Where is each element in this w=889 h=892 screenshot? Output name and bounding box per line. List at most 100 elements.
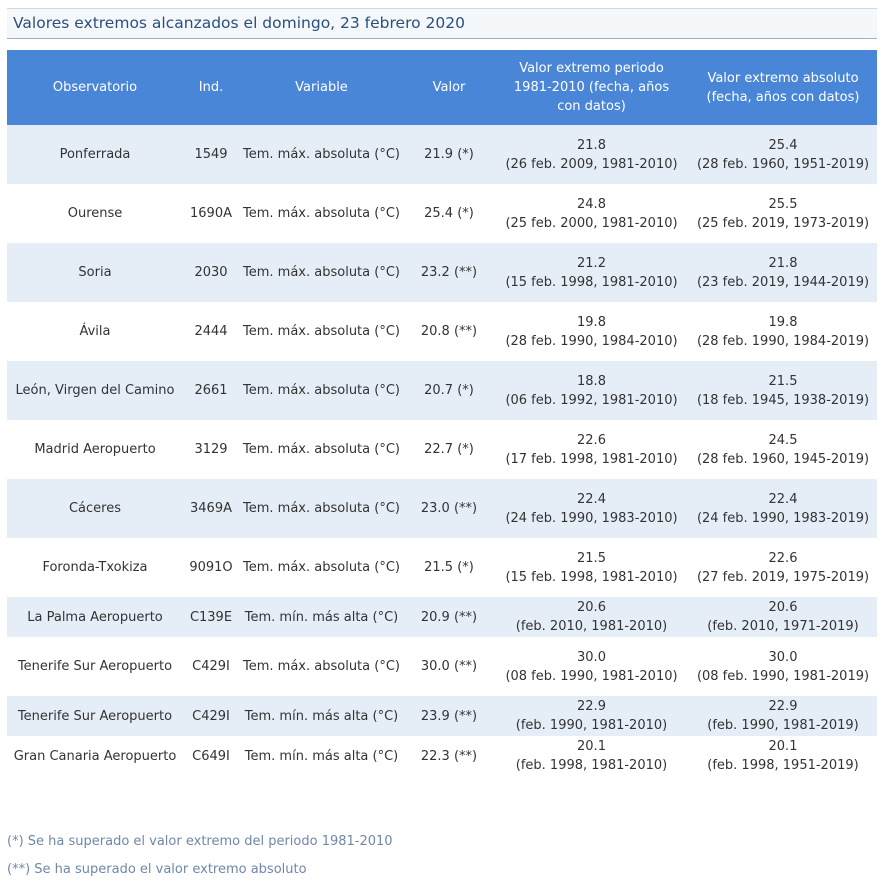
cell-observatorio: Tenerife Sur Aeropuerto	[7, 696, 183, 736]
cell-ind: 1549	[183, 125, 239, 184]
cell-variable-variable: Tem. mín. más alta (°C)	[244, 708, 399, 724]
cell-valor-valor: 20.8 (**)	[420, 324, 478, 339]
cell-observatorio: Soria	[7, 243, 183, 302]
cell-valor-valor: 22.3 (**)	[420, 748, 478, 764]
header-extremo-periodo: Valor extremo periodo 1981-2010 (fecha, …	[494, 50, 689, 125]
cell-observatorio-observatorio: La Palma Aeropuerto	[27, 609, 163, 625]
cell-observatorio-observatorio: Tenerife Sur Aeropuerto	[17, 659, 173, 674]
cell-extremo-absoluto-absoluto-fecha: (feb. 2010, 1971-2019)	[707, 619, 859, 634]
cell-extremo-absoluto-absoluto-valor: 21.5	[768, 373, 798, 389]
cell-variable: Tem. máx. absoluta (°C)	[239, 184, 404, 243]
cell-valor: 25.4 (*)	[404, 184, 494, 243]
footnotes: (*) Se ha superado el valor extremo del …	[7, 832, 877, 888]
cell-ind-ind: 1549	[194, 147, 228, 162]
cell-extremo-absoluto-absoluto-valor: 22.9	[768, 699, 798, 714]
cell-extremo-absoluto-absoluto-valor: 20.6	[768, 600, 798, 615]
cell-extremo-absoluto: 25.5 (25 feb. 2019, 1973-2019)	[689, 184, 877, 243]
cell-ind-ind: 2030	[194, 265, 228, 280]
cell-variable-variable: Tem. máx. absoluta (°C)	[243, 206, 400, 221]
cell-extremo-periodo-periodo-fecha: (25 feb. 2000, 1981-2010)	[505, 215, 678, 231]
table-row: Soria 2030 Tem. máx. absoluta (°C) 23.2 (**…	[7, 243, 877, 302]
cell-valor: 22.7 (*)	[404, 420, 494, 479]
cell-extremo-absoluto-absoluto-valor: 24.5	[768, 432, 798, 448]
cell-valor: 23.2 (**)	[404, 243, 494, 302]
cell-valor: 23.0 (**)	[404, 479, 494, 538]
cell-valor-valor: 21.5 (*)	[424, 560, 474, 575]
cell-extremo-absoluto-absoluto-fecha: (25 feb. 2019, 1973-2019)	[696, 215, 870, 231]
cell-variable-variable: Tem. máx. absoluta (°C)	[243, 442, 400, 457]
cell-extremo-periodo-periodo-fecha: (26 feb. 2009, 1981-2010)	[505, 156, 678, 172]
cell-extremo-periodo: 21.5 (15 feb. 1998, 1981-2010)	[494, 538, 689, 597]
table-row: Tenerife Sur Aeropuerto C429I Tem. mín. má…	[7, 696, 877, 736]
cell-variable-variable: Tem. mín. más alta (°C)	[244, 748, 399, 764]
cell-variable: Tem. mín. más alta (°C)	[239, 736, 404, 776]
cell-extremo-absoluto-absoluto-fecha: (24 feb. 1990, 1983-2019)	[696, 510, 870, 526]
table-row: Gran Canaria Aeropuerto C649I Tem. mín. má…	[7, 736, 877, 776]
cell-ind-ind: 2444	[194, 324, 228, 339]
cell-extremo-periodo-periodo-fecha: (feb. 1990, 1981-2010)	[515, 718, 668, 733]
cell-ind-ind: 2661	[194, 383, 228, 398]
cell-extremo-absoluto: 22.6 (27 feb. 2019, 1975-2019)	[689, 538, 877, 597]
title-bar: Valores extremos alcanzados el domingo, …	[7, 8, 877, 39]
cell-extremo-periodo: 18.8 (06 feb. 1992, 1981-2010)	[494, 361, 689, 420]
cell-valor-valor: 23.9 (**)	[420, 708, 478, 724]
cell-variable-variable: Tem. máx. absoluta (°C)	[243, 659, 400, 674]
cell-extremo-absoluto-absoluto-valor: 30.0	[768, 649, 798, 665]
cell-extremo-absoluto-absoluto-valor: 21.8	[768, 255, 798, 271]
cell-extremo-absoluto-absoluto-fecha: (08 feb. 1990, 1981-2019)	[696, 668, 870, 684]
cell-extremo-absoluto: 21.5 (18 feb. 1945, 1938-2019)	[689, 361, 877, 420]
cell-valor-valor: 21.9 (*)	[424, 147, 474, 162]
cell-observatorio-observatorio: Foronda-Txokiza	[42, 560, 148, 575]
cell-variable: Tem. máx. absoluta (°C)	[239, 361, 404, 420]
cell-variable-variable: Tem. máx. absoluta (°C)	[243, 147, 400, 162]
table-row: Madrid Aeropuerto 3129 Tem. máx. absoluta …	[7, 420, 877, 479]
cell-valor-valor: 23.0 (**)	[420, 501, 478, 516]
cell-valor: 20.9 (**)	[404, 597, 494, 637]
cell-extremo-absoluto-absoluto-fecha: (27 feb. 2019, 1975-2019)	[696, 569, 870, 585]
cell-ind-ind: 1690A	[190, 206, 232, 221]
cell-variable: Tem. máx. absoluta (°C)	[239, 302, 404, 361]
cell-observatorio-observatorio: Tenerife Sur Aeropuerto	[17, 708, 173, 724]
cell-ind: 3469A	[183, 479, 239, 538]
cell-extremo-absoluto: 22.9 (feb. 1990, 1981-2019)	[689, 696, 877, 736]
cell-extremo-periodo: 22.6 (17 feb. 1998, 1981-2010)	[494, 420, 689, 479]
cell-extremo-periodo-periodo-valor: 21.8	[577, 137, 606, 153]
cell-extremo-periodo-periodo-valor: 19.8	[577, 314, 606, 330]
header-extremo-absoluto: Valor extremo absoluto (fecha, años con …	[689, 50, 877, 125]
cell-extremo-absoluto-absoluto-fecha: (28 feb. 1960, 1945-2019)	[696, 451, 870, 467]
cell-ind: 1690A	[183, 184, 239, 243]
cell-extremo-periodo-periodo-valor: 18.8	[577, 373, 606, 389]
cell-valor-valor: 25.4 (*)	[424, 206, 474, 221]
cell-extremo-absoluto-absoluto-fecha: (28 feb. 1960, 1951-2019)	[696, 156, 870, 172]
cell-extremo-absoluto: 19.8 (28 feb. 1990, 1984-2019)	[689, 302, 877, 361]
cell-extremo-periodo: 22.9 (feb. 1990, 1981-2010)	[494, 696, 689, 736]
cell-valor: 21.5 (*)	[404, 538, 494, 597]
cell-extremo-periodo-periodo-fecha: (15 feb. 1998, 1981-2010)	[505, 569, 678, 585]
cell-extremo-absoluto-absoluto-fecha: (23 feb. 2019, 1944-2019)	[696, 274, 870, 290]
header-ind: Ind.	[183, 50, 239, 125]
cell-observatorio: La Palma Aeropuerto	[7, 597, 183, 637]
cell-extremo-absoluto-absoluto-valor: 22.6	[768, 550, 798, 566]
cell-extremo-absoluto: 20.1 (feb. 1998, 1951-2019)	[689, 736, 877, 776]
cell-observatorio-observatorio: León, Virgen del Camino	[15, 383, 175, 398]
cell-ind: 2661	[183, 361, 239, 420]
cell-valor-valor: 20.9 (**)	[420, 609, 478, 625]
cell-ind: C139E	[183, 597, 239, 637]
cell-extremo-periodo-periodo-valor: 21.2	[577, 255, 606, 271]
cell-ind: 2444	[183, 302, 239, 361]
cell-ind-ind: C429I	[192, 708, 230, 724]
cell-variable-variable: Tem. máx. absoluta (°C)	[243, 324, 400, 339]
cell-ind: 3129	[183, 420, 239, 479]
cell-extremo-periodo-periodo-fecha: (24 feb. 1990, 1983-2010)	[505, 510, 678, 526]
cell-observatorio-observatorio: Gran Canaria Aeropuerto	[13, 748, 177, 764]
cell-extremo-absoluto-absoluto-valor: 22.4	[768, 491, 798, 507]
cell-extremo-absoluto: 22.4 (24 feb. 1990, 1983-2019)	[689, 479, 877, 538]
cell-extremo-periodo-periodo-fecha: (08 feb. 1990, 1981-2010)	[505, 668, 678, 684]
cell-valor: 21.9 (*)	[404, 125, 494, 184]
cell-valor-valor: 22.7 (*)	[424, 442, 474, 457]
cell-extremo-absoluto-absoluto-valor: 25.5	[768, 196, 798, 212]
cell-extremo-periodo-periodo-fecha: (feb. 1998, 1981-2010)	[515, 758, 668, 773]
cell-extremo-absoluto: 20.6 (feb. 2010, 1971-2019)	[689, 597, 877, 637]
cell-extremo-periodo: 20.6 (feb. 2010, 1981-2010)	[494, 597, 689, 637]
cell-extremo-periodo-periodo-fecha: (06 feb. 1992, 1981-2010)	[505, 392, 678, 408]
